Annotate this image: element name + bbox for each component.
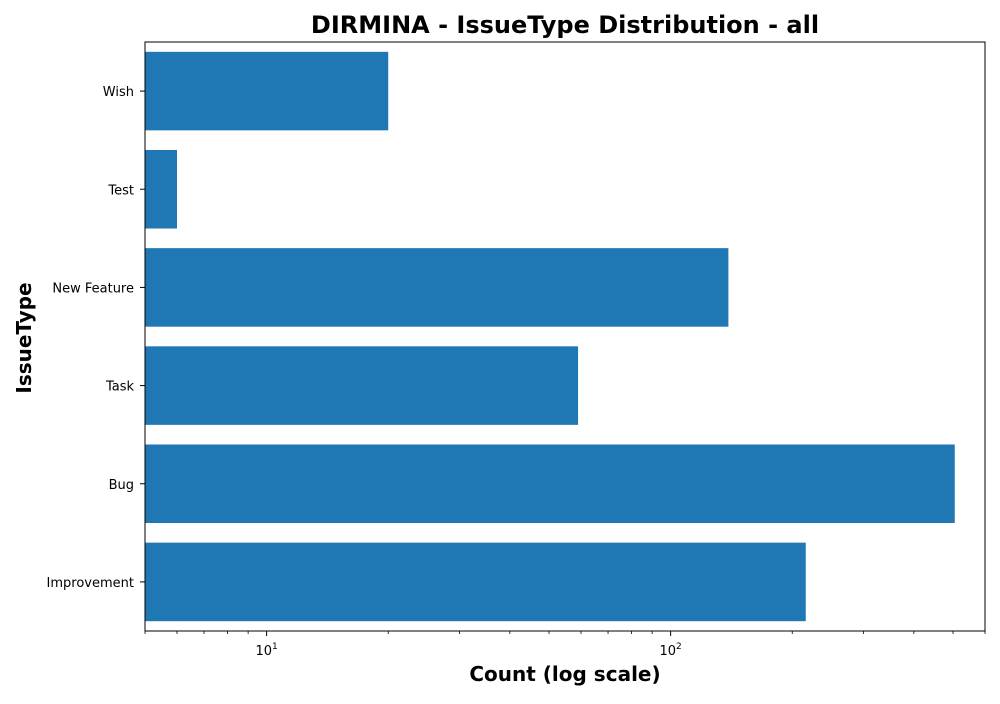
bar-wish	[145, 51, 389, 131]
bar-test	[145, 149, 177, 229]
x-tick-base: 10	[659, 644, 676, 659]
y-tick-label: Bug	[109, 478, 134, 493]
y-tick-label: Task	[105, 380, 135, 395]
y-tick-label: Wish	[103, 85, 134, 100]
x-tick-label: 102	[659, 642, 681, 659]
x-tick-exponent: 2	[676, 642, 682, 652]
plot-frame	[144, 41, 986, 632]
y-tick-label: Test	[107, 183, 134, 198]
bar-improvement	[145, 542, 806, 622]
bars-layer	[145, 51, 955, 622]
y-tick-label: New Feature	[52, 281, 134, 296]
x-tick-base: 10	[255, 644, 272, 659]
x-axis-label: Count (log scale)	[469, 662, 660, 686]
y-tick-label: Improvement	[47, 576, 134, 591]
bar-new-feature	[145, 248, 729, 327]
chart-title: DIRMINA - IssueType Distribution - all	[311, 11, 819, 39]
x-tick-label: 101	[255, 642, 277, 659]
x-tick-exponent: 1	[272, 642, 278, 652]
y-axis-label: IssueType	[12, 282, 36, 393]
bar-task	[145, 346, 579, 425]
bar-bug	[145, 444, 955, 524]
